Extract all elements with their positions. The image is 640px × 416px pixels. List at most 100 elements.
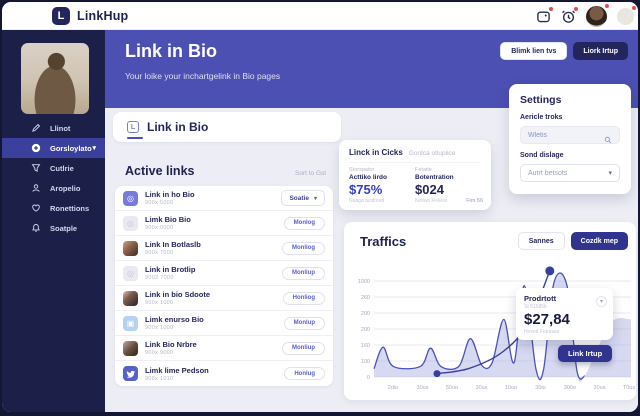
- row-action-button[interactable]: Monliog: [282, 241, 325, 255]
- svg-text:10oo: 10oo: [505, 385, 517, 391]
- heart-icon: [31, 203, 41, 213]
- profile-photo: [21, 43, 89, 114]
- chevron-down-icon: ▾: [92, 145, 96, 152]
- stat-kicker: Storspator: [349, 167, 375, 173]
- active-links-heading: Active links: [125, 164, 195, 178]
- user-avatar[interactable]: [586, 2, 610, 27]
- row-action-button[interactable]: Monliup: [282, 266, 325, 280]
- svg-text:160: 160: [361, 343, 370, 349]
- link-hup-button[interactable]: Link Irtup: [558, 345, 613, 362]
- link-title: Link In Botlaslb: [145, 240, 201, 249]
- sidebar-item-ronettions[interactable]: Ronettions: [2, 198, 105, 218]
- traffic-primary-button[interactable]: Cozdk mep: [570, 232, 628, 250]
- svg-text:0: 0: [367, 375, 370, 381]
- link-subtitle: 900x 7000: [145, 250, 174, 256]
- link-row[interactable]: ◎ Link in ho Bio 900x 5000 Soatie ▾: [115, 186, 333, 211]
- svg-text:100: 100: [361, 359, 370, 365]
- stat-value: $024: [415, 182, 444, 197]
- stat-kicker: Fetatie: [415, 167, 432, 173]
- avatar: [123, 290, 138, 306]
- brand-name: LinkHup: [77, 8, 129, 23]
- traffic-title: Traffics: [360, 233, 407, 249]
- sidebar-item-cutlrie[interactable]: Cutlrie: [2, 158, 105, 178]
- link-title: Link in ho Bio: [145, 190, 195, 199]
- row-action-button[interactable]: Honliog: [282, 291, 325, 305]
- svg-text:260: 260: [361, 295, 370, 301]
- link-subtitle: 900x 1000: [145, 300, 174, 306]
- brand[interactable]: L LinkHup: [52, 6, 129, 25]
- stat-footnote: Nuaga acidrired: [349, 198, 385, 204]
- link-row[interactable]: ◎ Link in Brotlip 9002 7000 Monliup: [115, 261, 333, 286]
- row-action-button[interactable]: Monlup: [283, 316, 325, 330]
- sidebar-item-aropelio[interactable]: Aropelio: [2, 178, 105, 198]
- settings-title: Settings: [520, 94, 562, 106]
- svg-text:30us: 30us: [594, 385, 606, 391]
- tab-label: Link in Bio: [147, 120, 209, 134]
- notification-badge: [548, 5, 554, 12]
- sort-link[interactable]: Sort to Gst: [295, 170, 327, 177]
- traffic-card: Traffics Sannes Cozdk mep 1000 260 200 200 1…: [344, 222, 636, 400]
- main-content: Link in Bio Your loike your inchartgelin…: [105, 30, 638, 412]
- page-subtitle: Your loike your inchartgelink in Bio pag…: [125, 71, 281, 81]
- settings-search-box: [520, 126, 620, 144]
- chart-tooltip: Prodrtott St 51585b $27,84 Hoved Fotress…: [516, 288, 613, 340]
- svg-text:200: 200: [361, 311, 370, 317]
- tooltip-footnote: Hoved Fotresse: [524, 329, 560, 335]
- sidebar-item-gorsloylato[interactable]: Gorsloylato ▾: [2, 138, 105, 158]
- row-action-dropdown[interactable]: Soatie ▾: [281, 190, 325, 206]
- user-icon: [31, 183, 41, 193]
- plus-icon: [31, 143, 41, 153]
- stat-label: Acttiko lirdo: [349, 174, 387, 181]
- tooltip-kicker: St 51585b: [524, 304, 547, 310]
- link-row[interactable]: Link in bio Sdoote 900x 1000 Honliog: [115, 286, 333, 311]
- tooltip-value: $27,84: [524, 311, 570, 328]
- stats-card-title: Linck in Cicks: [349, 148, 403, 157]
- link-row[interactable]: Link In Botlaslb 900x 7000 Monliog: [115, 236, 333, 261]
- chevron-down-circle-icon[interactable]: ▾: [596, 296, 607, 307]
- link-row[interactable]: Link Bio Nrbre 900x 9000 Monliup: [115, 336, 333, 361]
- select-field-label: Sond dislage: [520, 152, 564, 159]
- sidebar-menu: Llinot Gorsloylato ▾ Cutlrie Aropelio Ro…: [2, 118, 105, 238]
- alarm-icon[interactable]: [561, 5, 579, 24]
- secondary-avatar[interactable]: [617, 4, 637, 25]
- pencil-icon: [31, 123, 41, 133]
- hero-secondary-button[interactable]: Blimk lien tvs: [500, 42, 568, 60]
- sidebar-item-llinot[interactable]: Llinot: [2, 118, 105, 138]
- link-row[interactable]: ▣ Limk enurso Bio 900x 1000 Monlup: [115, 311, 333, 336]
- notification-badge: [573, 5, 579, 12]
- link-row[interactable]: Limk lime Pedson 908x 1010 Honlug: [115, 361, 333, 386]
- link-subtitle: 9002 7000: [145, 275, 174, 281]
- row-action-button[interactable]: Monlog: [283, 216, 325, 230]
- instagram-icon: ▣: [123, 315, 138, 331]
- search-field-label: Aericle troks: [520, 114, 563, 121]
- settings-select[interactable]: Autrt betsots ▾: [520, 164, 620, 182]
- row-action-button[interactable]: Monliup: [282, 341, 325, 355]
- notification-badge: [631, 4, 637, 11]
- svg-text:1000: 1000: [358, 279, 370, 285]
- settings-select-value: Autrt betsots: [528, 169, 568, 177]
- link-in-bio-icon: L: [127, 121, 139, 133]
- settings-search-input[interactable]: [528, 131, 600, 139]
- hero-primary-button[interactable]: Liork Irtup: [573, 42, 628, 60]
- sidebar-item-soatple[interactable]: Soatple: [2, 218, 105, 238]
- app-window: L LinkHup: [2, 2, 638, 412]
- messages-icon[interactable]: [536, 5, 554, 24]
- stats-corner-note: Fim 56: [466, 198, 483, 204]
- row-action-button[interactable]: Honlug: [284, 367, 325, 380]
- link-subtitle: 908x 1010: [145, 375, 174, 382]
- linkhup-logo-icon: L: [52, 6, 70, 25]
- stats-col-retention: Fetatie Botentration $024 Nosws Rekest: [415, 167, 481, 204]
- stat-footnote: Nosws Rekest: [415, 198, 447, 204]
- traffic-secondary-button[interactable]: Sannes: [517, 232, 565, 250]
- link-subtitle: 900x 5000: [145, 200, 174, 206]
- avatar: [123, 340, 138, 356]
- svg-text:T0us: T0us: [623, 385, 635, 391]
- tab-link-in-bio[interactable]: L Link in Bio: [113, 112, 341, 142]
- svg-text:50oo: 50oo: [446, 385, 458, 391]
- chevron-down-icon: ▾: [608, 170, 612, 177]
- navbar-actions: [536, 2, 637, 30]
- stats-col-active-links: Storspator Acttiko lirdo $75% Nuaga acid…: [349, 167, 415, 204]
- link-row[interactable]: ◎ Limk Bio Bio 900x 0000 Monlog: [115, 211, 333, 236]
- tooltip-title: Prodrtott: [524, 294, 557, 303]
- link-title: Link Bio Nrbre: [145, 340, 197, 349]
